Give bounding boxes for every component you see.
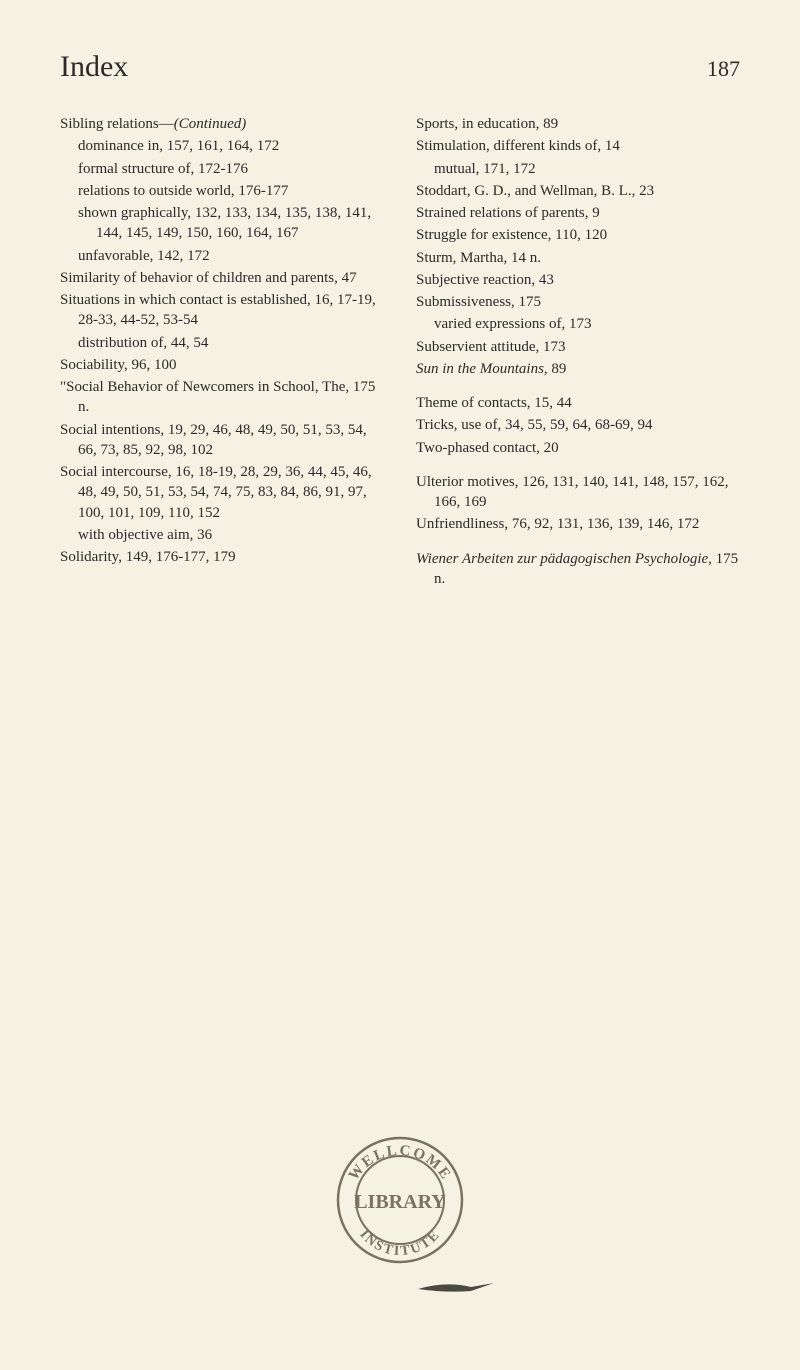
index-entry: Sociability, 96, 100 xyxy=(60,355,384,375)
index-entry: Stimulation, different kinds of, 14 xyxy=(416,136,740,156)
right-column: Sports, in education, 89Stimulation, dif… xyxy=(416,114,740,591)
index-entry: Solidarity, 149, 176-177, 179 xyxy=(60,547,384,567)
svg-text:WELLCOME: WELLCOME xyxy=(346,1143,454,1184)
index-entry: Stoddart, G. D., and Wellman, B. L., 23 xyxy=(416,181,740,201)
index-entry: formal structure of, 172-176 xyxy=(60,159,384,179)
signature-mark xyxy=(416,1279,496,1295)
index-entry: shown graphically, 132, 133, 134, 135, 1… xyxy=(60,203,384,244)
index-entry: "Social Behavior of Newcomers in School,… xyxy=(60,377,384,418)
library-stamp: WELLCOME LIBRARY INSTITUTE xyxy=(320,1120,480,1280)
index-columns: Sibling relations—(Continued)dominance i… xyxy=(60,114,740,591)
index-entry: Social intercourse, 16, 18-19, 28, 29, 3… xyxy=(60,462,384,523)
index-entry: Ulterior motives, 126, 131, 140, 141, 14… xyxy=(416,472,740,513)
italic-text: Sun in the Mountains xyxy=(416,361,544,377)
index-entry: Struggle for existence, 110, 120 xyxy=(416,225,740,245)
index-entry: Sports, in education, 89 xyxy=(416,114,740,134)
index-entry: Similarity of behavior of children and p… xyxy=(60,268,384,288)
index-entry: Subservient attitude, 173 xyxy=(416,337,740,357)
page-header: Index 187 xyxy=(60,50,740,84)
index-entry: with objective aim, 36 xyxy=(60,525,384,545)
page-number: 187 xyxy=(707,56,740,82)
index-entry: distribution of, 44, 54 xyxy=(60,333,384,353)
index-entry: dominance in, 157, 161, 164, 172 xyxy=(60,136,384,156)
index-entry: Theme of contacts, 15, 44 xyxy=(416,393,740,413)
page-title: Index xyxy=(60,50,128,84)
index-entry: Social intentions, 19, 29, 46, 48, 49, 5… xyxy=(60,420,384,461)
index-entry: mutual, 171, 172 xyxy=(416,159,740,179)
index-entry: Unfriendliness, 76, 92, 131, 136, 139, 1… xyxy=(416,514,740,534)
index-entry: Sibling relations—(Continued) xyxy=(60,114,384,134)
index-entry: Sturm, Martha, 14 n. xyxy=(416,248,740,268)
index-entry: Subjective reaction, 43 xyxy=(416,270,740,290)
index-entry: varied expressions of, 173 xyxy=(416,314,740,334)
stamp-top-text: WELLCOME xyxy=(346,1143,454,1184)
index-entry: Sun in the Mountains, 89 xyxy=(416,359,740,379)
index-entry: Two-phased contact, 20 xyxy=(416,438,740,458)
index-entry: Wiener Arbeiten zur pädagogischen Psycho… xyxy=(416,549,740,590)
stamp-middle-text: LIBRARY xyxy=(354,1191,446,1213)
index-entry: relations to outside world, 176-177 xyxy=(60,181,384,201)
index-entry: Strained relations of parents, 9 xyxy=(416,203,740,223)
index-entry: Submissiveness, 175 xyxy=(416,292,740,312)
italic-text: Wiener Arbeiten zur pädagogischen Psycho… xyxy=(416,551,712,567)
left-column: Sibling relations—(Continued)dominance i… xyxy=(60,114,384,591)
index-entry: unfavorable, 142, 172 xyxy=(60,246,384,266)
index-entry: Tricks, use of, 34, 55, 59, 64, 68-69, 9… xyxy=(416,415,740,435)
italic-text: (Continued) xyxy=(174,116,247,132)
index-entry: Situations in which contact is establish… xyxy=(60,290,384,331)
